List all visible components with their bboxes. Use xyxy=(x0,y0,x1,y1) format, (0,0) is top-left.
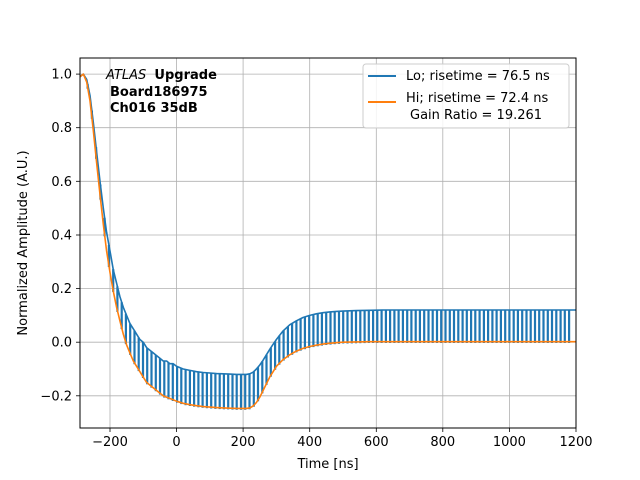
x-tick-label: 0 xyxy=(172,435,180,450)
hi-series-line xyxy=(80,73,576,410)
y-tick-label: 0.4 xyxy=(51,229,72,244)
annotation-channel: Ch016 35dB xyxy=(110,101,198,116)
x-tick-label: 600 xyxy=(364,435,389,450)
x-axis-label: Time [ns] xyxy=(296,457,358,472)
y-tick-label: 0.8 xyxy=(51,121,72,136)
annotation-line-1: ATLAS Upgrade xyxy=(105,68,217,83)
y-tick-label: 1.0 xyxy=(51,68,72,83)
legend-label-lo: Lo; risetime = 76.5 ns xyxy=(406,69,550,84)
legend-box xyxy=(362,63,570,129)
series-layer xyxy=(80,73,576,410)
annotation-atlas: ATLAS xyxy=(105,68,146,83)
plot-frame xyxy=(79,57,577,429)
atlas-annotation: ATLAS Upgrade Board186975 Ch016 35dB xyxy=(105,68,217,116)
x-tick-label: 400 xyxy=(297,435,322,450)
x-tick-label: 800 xyxy=(430,435,455,450)
annotation-board: Board186975 xyxy=(110,85,208,100)
x-tick-label: 200 xyxy=(231,435,256,450)
legend: Lo; risetime = 76.5 ns Hi; risetime = 72… xyxy=(362,63,570,129)
y-tick-label: 0.6 xyxy=(51,175,72,190)
x-tick-label: −200 xyxy=(92,435,128,450)
legend-label-gain-ratio: Gain Ratio = 19.261 xyxy=(410,108,542,123)
legend-label-hi: Hi; risetime = 72.4 ns xyxy=(406,91,548,106)
y-axis-label: Normalized Amplitude (A.U.) xyxy=(16,150,31,335)
x-tick-label: 1000 xyxy=(493,435,526,450)
x-tick-label: 1200 xyxy=(559,435,592,450)
ticks: −200 0 200 400 600 800 1000 1200 −0.2 0.0 0.2 0.4 0.… xyxy=(40,68,592,450)
y-tick-label: 0.0 xyxy=(51,336,72,351)
lo-series-line xyxy=(80,73,576,376)
y-tick-label: −0.2 xyxy=(40,389,72,404)
annotation-upgrade: Upgrade xyxy=(154,68,217,83)
y-tick-label: 0.2 xyxy=(51,282,72,297)
